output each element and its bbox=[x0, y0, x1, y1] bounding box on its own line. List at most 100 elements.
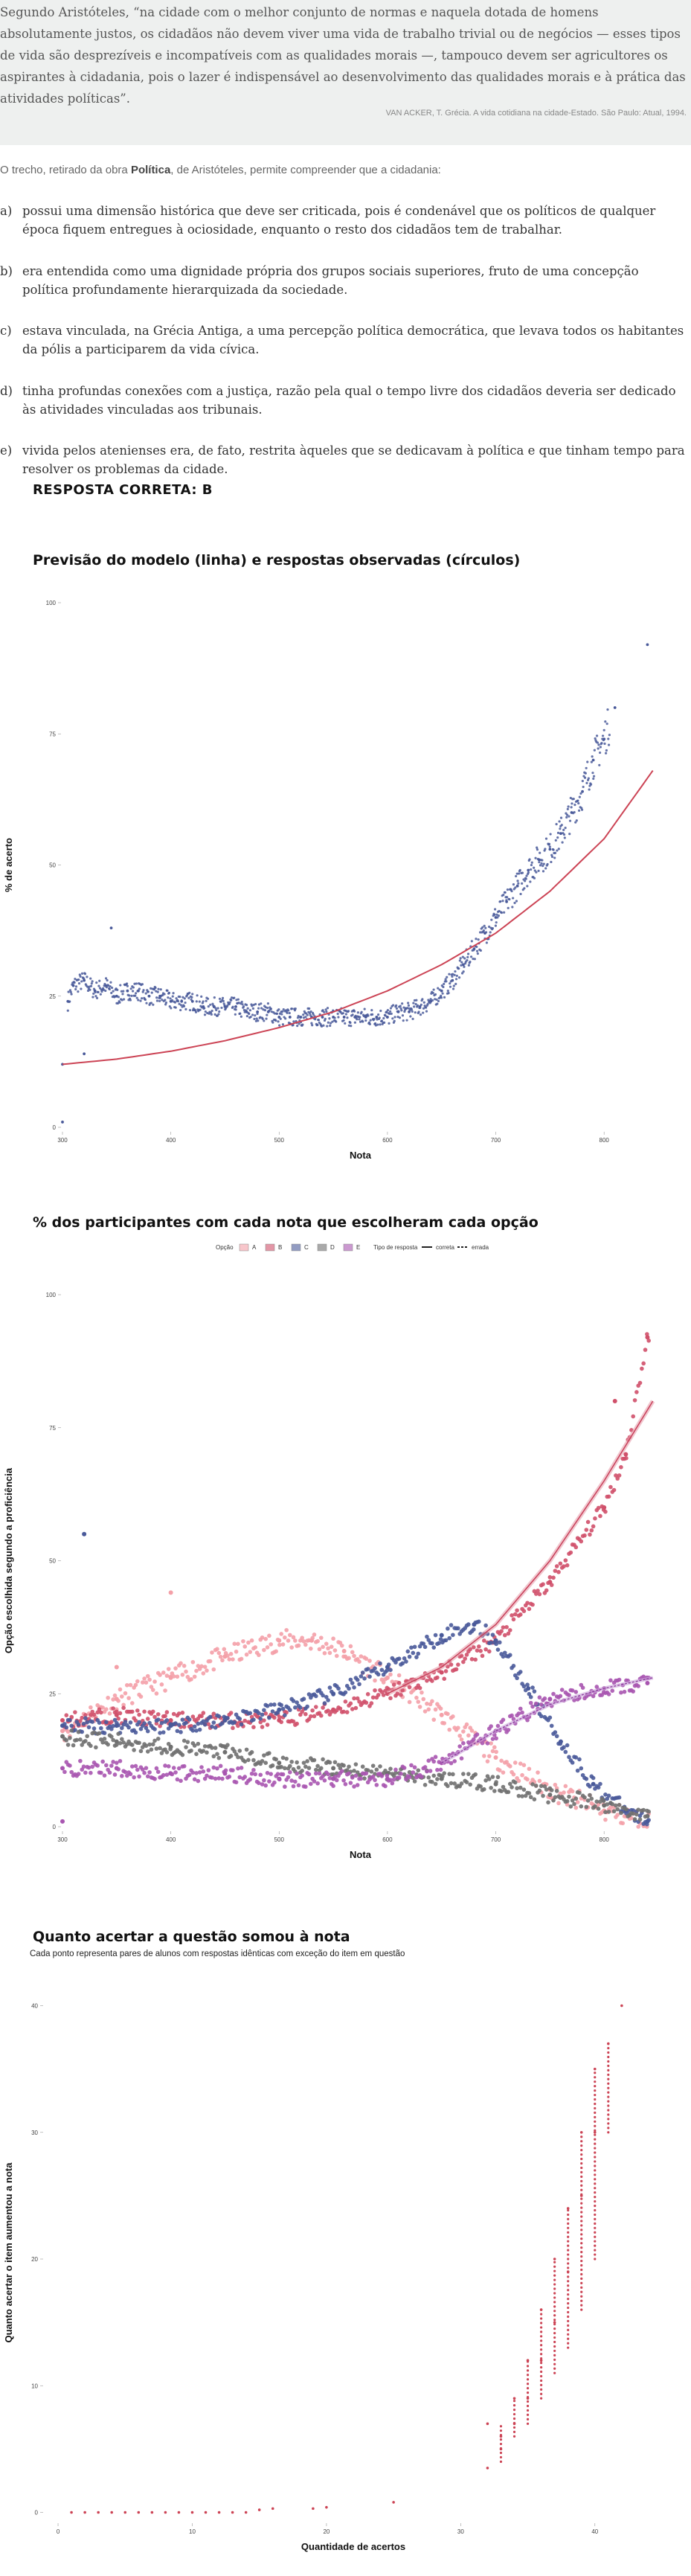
chart2-point-E bbox=[248, 1777, 253, 1782]
chart1-observed-point bbox=[419, 1013, 422, 1016]
chart2-point-B bbox=[265, 1723, 270, 1727]
chart1-observed-point bbox=[106, 978, 109, 982]
chart2-point-B bbox=[573, 1545, 579, 1550]
chart1-observed-point bbox=[533, 877, 536, 880]
chart1-observed-point bbox=[202, 1000, 205, 1003]
chart1-observed-point bbox=[245, 1004, 248, 1007]
chart3-point bbox=[567, 2342, 570, 2345]
chart2-point-A bbox=[144, 1680, 149, 1685]
chart1-observed-point bbox=[598, 763, 601, 766]
chart1-observed-point bbox=[604, 720, 607, 723]
chart2-point-C bbox=[567, 1755, 571, 1760]
chart2-point-B bbox=[591, 1524, 596, 1529]
chart2-point-D bbox=[74, 1737, 80, 1743]
chart3-point bbox=[231, 2511, 234, 2514]
chart1-observed-point bbox=[158, 994, 161, 998]
chart2-point-D bbox=[594, 1799, 600, 1804]
chart3-point bbox=[540, 2392, 543, 2395]
chart2-point-C bbox=[86, 1725, 91, 1730]
chart2-point-A bbox=[269, 1642, 274, 1647]
chart1-observed-point bbox=[373, 1017, 376, 1021]
chart1-observed-point bbox=[220, 1006, 223, 1010]
chart2-point-D bbox=[216, 1755, 222, 1760]
chart1-observed-point bbox=[573, 811, 576, 814]
chart2-point-B bbox=[547, 1574, 553, 1580]
chart1-observed-point bbox=[326, 1007, 330, 1010]
chart2-point-E bbox=[506, 1728, 511, 1732]
chart3-point bbox=[594, 2169, 597, 2172]
chart2-point-A bbox=[168, 1590, 173, 1595]
chart2-point-D bbox=[579, 1804, 584, 1809]
chart2-point-A bbox=[154, 1691, 159, 1696]
chart2-point-B bbox=[643, 1348, 648, 1352]
chart2-point-D bbox=[331, 1766, 336, 1771]
chart2-point-D bbox=[631, 1811, 636, 1816]
chart1-observed-point bbox=[314, 1018, 317, 1021]
chart2-point-D bbox=[442, 1771, 447, 1775]
option-d[interactable]: d) tinha profundas conexões com a justiça… bbox=[0, 382, 688, 419]
chart2-point-C bbox=[411, 1650, 416, 1656]
chart2-point-D bbox=[228, 1754, 234, 1758]
chart1-observed-point bbox=[122, 990, 125, 993]
chart2-point-E bbox=[114, 1766, 119, 1771]
chart3-point bbox=[567, 2226, 570, 2229]
chart2-point-A bbox=[442, 1721, 447, 1726]
chart2-point-D bbox=[515, 1786, 519, 1791]
option-a[interactable]: a) possui uma dimensão histórica que deve… bbox=[0, 202, 688, 239]
chart2-point-B bbox=[525, 1601, 530, 1606]
chart1-observed-point bbox=[210, 1013, 213, 1016]
chart1-observed-point bbox=[476, 952, 479, 955]
chart2-point-C bbox=[549, 1723, 554, 1728]
option-b[interactable]: b) era entendida como uma dignidade própr… bbox=[0, 262, 688, 299]
option-c[interactable]: c) estava vinculada, na Grécia Antiga, a … bbox=[0, 321, 688, 359]
chart3-point bbox=[607, 2127, 610, 2130]
chart1-observed-point bbox=[603, 742, 606, 746]
chart1-observed-point bbox=[575, 819, 578, 822]
chart1-observed-point bbox=[576, 799, 579, 802]
chart2-point-D bbox=[114, 1739, 119, 1744]
chart2-point-B bbox=[530, 1602, 535, 1607]
chart2-point-A bbox=[461, 1729, 466, 1734]
chart2-point-C bbox=[265, 1703, 270, 1708]
chart1-observed-point bbox=[231, 1005, 234, 1008]
chart3-point bbox=[594, 2191, 597, 2194]
chart1-observed-point bbox=[597, 747, 600, 750]
chart1-observed-point bbox=[413, 1005, 416, 1008]
chart1-observed-point bbox=[125, 982, 129, 985]
chart3-point bbox=[526, 2383, 530, 2386]
chart1-observed-point bbox=[287, 1009, 290, 1012]
chart1-observed-point bbox=[646, 643, 649, 647]
chart2-point-B bbox=[507, 1628, 512, 1633]
chart1-observed-point bbox=[281, 1010, 284, 1013]
chart2-point-A bbox=[286, 1638, 291, 1643]
chart2-point-E bbox=[296, 1783, 301, 1788]
chart2-point-D bbox=[352, 1769, 356, 1773]
chart2-point-D bbox=[313, 1767, 318, 1772]
chart1-observed-point bbox=[88, 985, 91, 988]
chart1-observed-point bbox=[356, 1011, 359, 1014]
chart2-point-C bbox=[526, 1686, 531, 1691]
chart1-observed-point bbox=[533, 866, 536, 869]
chart1-observed-point bbox=[553, 856, 556, 859]
chart3-point bbox=[567, 2319, 570, 2323]
chart2-point-D bbox=[347, 1764, 351, 1769]
chart1-observed-point bbox=[277, 1016, 281, 1019]
chart2-point-E bbox=[220, 1776, 225, 1781]
chart2-point-C bbox=[352, 1685, 356, 1690]
chart2-point-B bbox=[272, 1715, 277, 1720]
chart2-point-C bbox=[208, 1714, 213, 1720]
chart1-observed-point bbox=[530, 868, 533, 871]
chart2-point-E bbox=[187, 1772, 192, 1778]
chart1-observed-point bbox=[302, 1013, 305, 1016]
chart2-point-A bbox=[185, 1674, 190, 1679]
chart1-observed-point bbox=[132, 986, 135, 989]
chart2-point-D bbox=[164, 1750, 170, 1755]
chart1-observed-point bbox=[544, 848, 547, 850]
chart2-point-A bbox=[291, 1635, 296, 1640]
option-e[interactable]: e) vivida pelos atenienses era, de fato, … bbox=[0, 441, 688, 478]
chart2-point-C bbox=[472, 1622, 477, 1627]
chart3-point bbox=[580, 2211, 583, 2214]
chart2-ribbon-B bbox=[386, 1400, 655, 1696]
chart2-point-E bbox=[295, 1771, 299, 1776]
